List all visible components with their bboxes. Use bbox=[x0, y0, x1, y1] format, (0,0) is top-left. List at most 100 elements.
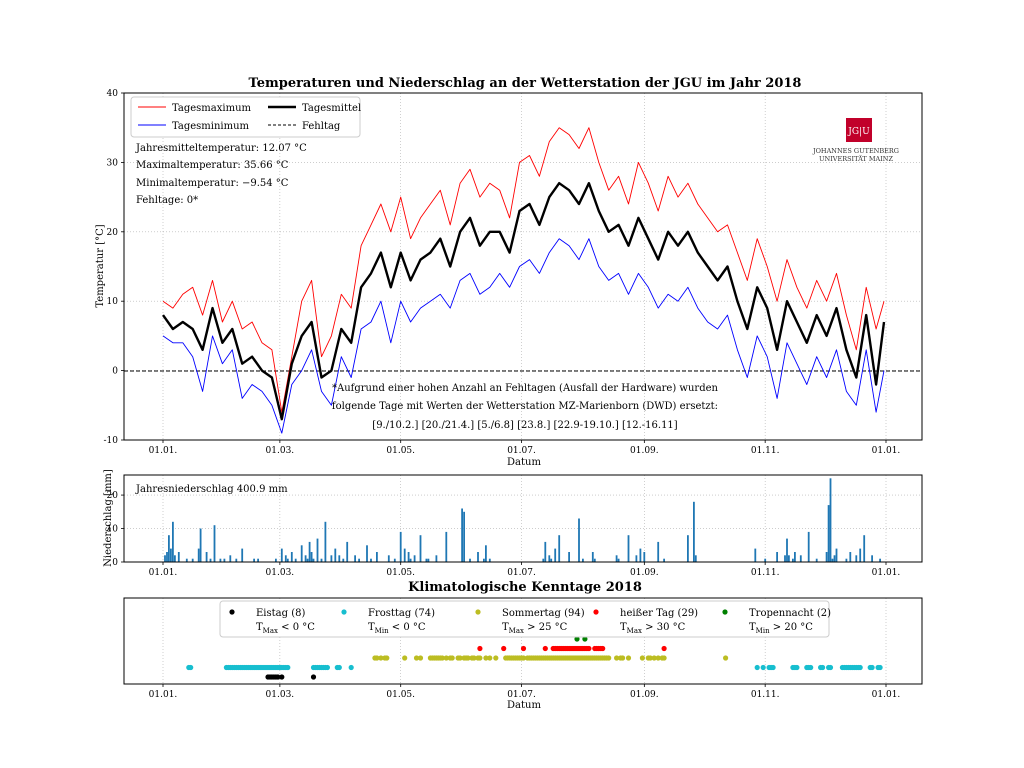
kenntage-marker bbox=[285, 664, 291, 671]
precipitation-bar bbox=[275, 558, 277, 562]
kenntage-marker bbox=[770, 664, 776, 671]
precipitation-bar bbox=[694, 555, 697, 562]
precipitation-bar bbox=[164, 555, 166, 562]
precipitation-bar bbox=[558, 535, 561, 562]
precipitation-x-ticks: 01.01. 01.03. 01.05. 01.07. 01.09. 01.11. 01.0… bbox=[149, 562, 900, 578]
precipitation-bar bbox=[578, 518, 580, 562]
kenntage-marker bbox=[457, 655, 463, 661]
precipitation-bar bbox=[693, 501, 695, 562]
kenntage-panel: 01.01. 01.03. 01.05. 01.07. 01.09. 01.11. 01.0… bbox=[123, 597, 923, 711]
temperature-ytick-label: -10 bbox=[104, 436, 119, 446]
kenntage-xtick-label: 01.05. bbox=[386, 690, 415, 700]
precipitation-xtick-label: 01.03. bbox=[266, 568, 295, 578]
legend-fehltag-label: Fehltag bbox=[302, 121, 341, 132]
kenntage-marker bbox=[723, 655, 729, 661]
precipitation-axes-frame bbox=[123, 474, 923, 563]
temperature-series bbox=[162, 127, 886, 434]
precipitation-bar bbox=[427, 558, 430, 562]
precipitation-bar bbox=[286, 558, 289, 562]
precipitation-bar bbox=[413, 555, 416, 562]
precipitation-bar bbox=[310, 552, 313, 562]
precipitation-bar bbox=[799, 555, 802, 562]
precipitation-bar bbox=[788, 555, 790, 562]
precipitation-bar bbox=[550, 558, 553, 562]
precipitation-bar bbox=[324, 521, 327, 562]
kenntage-marker bbox=[760, 664, 766, 671]
temperature-x-label: Datum bbox=[507, 457, 541, 468]
kenntage-legend-cond-relation: > 20 °C bbox=[770, 622, 814, 633]
precipitation-xtick-label: 01.05. bbox=[386, 568, 415, 578]
temperature-y-label: Temperatur [°C] bbox=[95, 224, 106, 307]
precipitation-ytick-label: 20 bbox=[107, 491, 119, 501]
temperature-xtick-label: 01.03. bbox=[266, 446, 295, 456]
kenntage-marker bbox=[520, 655, 527, 661]
kenntage-legend-cond-symbol: T bbox=[620, 622, 627, 633]
precipitation-bar bbox=[229, 555, 232, 562]
precipitation-bar bbox=[477, 552, 479, 562]
kenntage-marker bbox=[384, 655, 390, 661]
stat-annual-mean: Jahresmitteltemperatur: 12.07 °C bbox=[135, 143, 307, 154]
precipitation-bar bbox=[879, 558, 881, 562]
precipitation-bar bbox=[399, 531, 402, 562]
precipitation-bar bbox=[776, 552, 778, 562]
precipitation-bar bbox=[191, 558, 194, 562]
series-tagesminimum-line bbox=[162, 238, 885, 434]
kenntage-marker bbox=[336, 664, 342, 671]
kenntage-marker bbox=[439, 655, 445, 661]
precipitation-bar bbox=[257, 558, 259, 562]
kenntage-legend-cond-symbol: T bbox=[502, 622, 509, 633]
precipitation-bar bbox=[794, 552, 796, 562]
precipitation-bar bbox=[544, 541, 547, 562]
precipitation-bar bbox=[591, 552, 594, 562]
kenntage-marker bbox=[754, 664, 760, 671]
kenntage-legend-cond-subscript: Max bbox=[509, 627, 524, 635]
kenntage-legend-box bbox=[219, 600, 830, 638]
precipitation-bar bbox=[358, 558, 360, 562]
kenntage-legend-label: heißer Tag (29) bbox=[620, 608, 698, 619]
precipitation-bar bbox=[235, 558, 238, 562]
precipitation-bar bbox=[320, 558, 323, 562]
precipitation-bar bbox=[300, 545, 303, 562]
jgu-logo-line-1: JOHANNES GUTENBERG bbox=[812, 147, 899, 155]
precipitation-bar bbox=[241, 548, 244, 562]
kenntage-marker bbox=[417, 655, 424, 661]
kenntage-marker bbox=[402, 655, 408, 661]
precipitation-bar bbox=[407, 552, 410, 562]
precipitation-bar bbox=[393, 558, 396, 562]
precipitation-panel: 0 10 20 01.01. 01.03. 01.05. 01.07. 01.09. 01.1… bbox=[103, 469, 923, 578]
precipitation-bar bbox=[827, 505, 830, 562]
kenntage-marker bbox=[378, 655, 384, 661]
legend-mean-label: Tagesmittel bbox=[302, 103, 361, 114]
precipitation-xtick-label: 01.01. bbox=[149, 568, 178, 578]
kenntage-legend-cond-relation: < 0 °C bbox=[389, 622, 426, 633]
precipitation-bar bbox=[338, 555, 341, 562]
precipitation-bar bbox=[419, 535, 422, 562]
precipitation-bar bbox=[807, 531, 810, 562]
kenntage-marker bbox=[655, 655, 661, 661]
precipitation-bar bbox=[764, 558, 767, 562]
kenntage-marker bbox=[493, 655, 499, 661]
precipitation-y-ticks: 0 10 20 bbox=[107, 491, 124, 568]
kenntage-marker bbox=[820, 664, 826, 671]
kenntage-legend-cond-subscript: Max bbox=[627, 627, 642, 635]
kenntage-marker bbox=[449, 655, 455, 661]
precipitation-bar bbox=[635, 555, 638, 562]
precipitation-bar bbox=[197, 548, 200, 562]
stat-max: Maximaltemperatur: 35.66 °C bbox=[136, 160, 289, 171]
temperature-legend-box bbox=[130, 96, 361, 138]
precipitation-bar bbox=[485, 545, 487, 562]
precipitation-bar bbox=[294, 558, 297, 562]
precipitation-bar bbox=[845, 558, 848, 562]
kenntage-marker bbox=[471, 655, 477, 661]
precipitation-bar bbox=[784, 555, 786, 562]
temperature-ytick-label: 40 bbox=[107, 89, 119, 99]
precipitation-bar bbox=[280, 548, 283, 562]
kenntage-legend-cond-relation: < 0 °C bbox=[278, 622, 315, 633]
kenntage-xtick-label: 01.11. bbox=[751, 690, 780, 700]
temperature-ytick-label: 0 bbox=[112, 367, 118, 377]
precipitation-bar bbox=[172, 521, 174, 562]
precipitation-y-label: Niederschlag [mm] bbox=[103, 469, 114, 567]
precipitation-ytick-label: 10 bbox=[107, 525, 119, 535]
